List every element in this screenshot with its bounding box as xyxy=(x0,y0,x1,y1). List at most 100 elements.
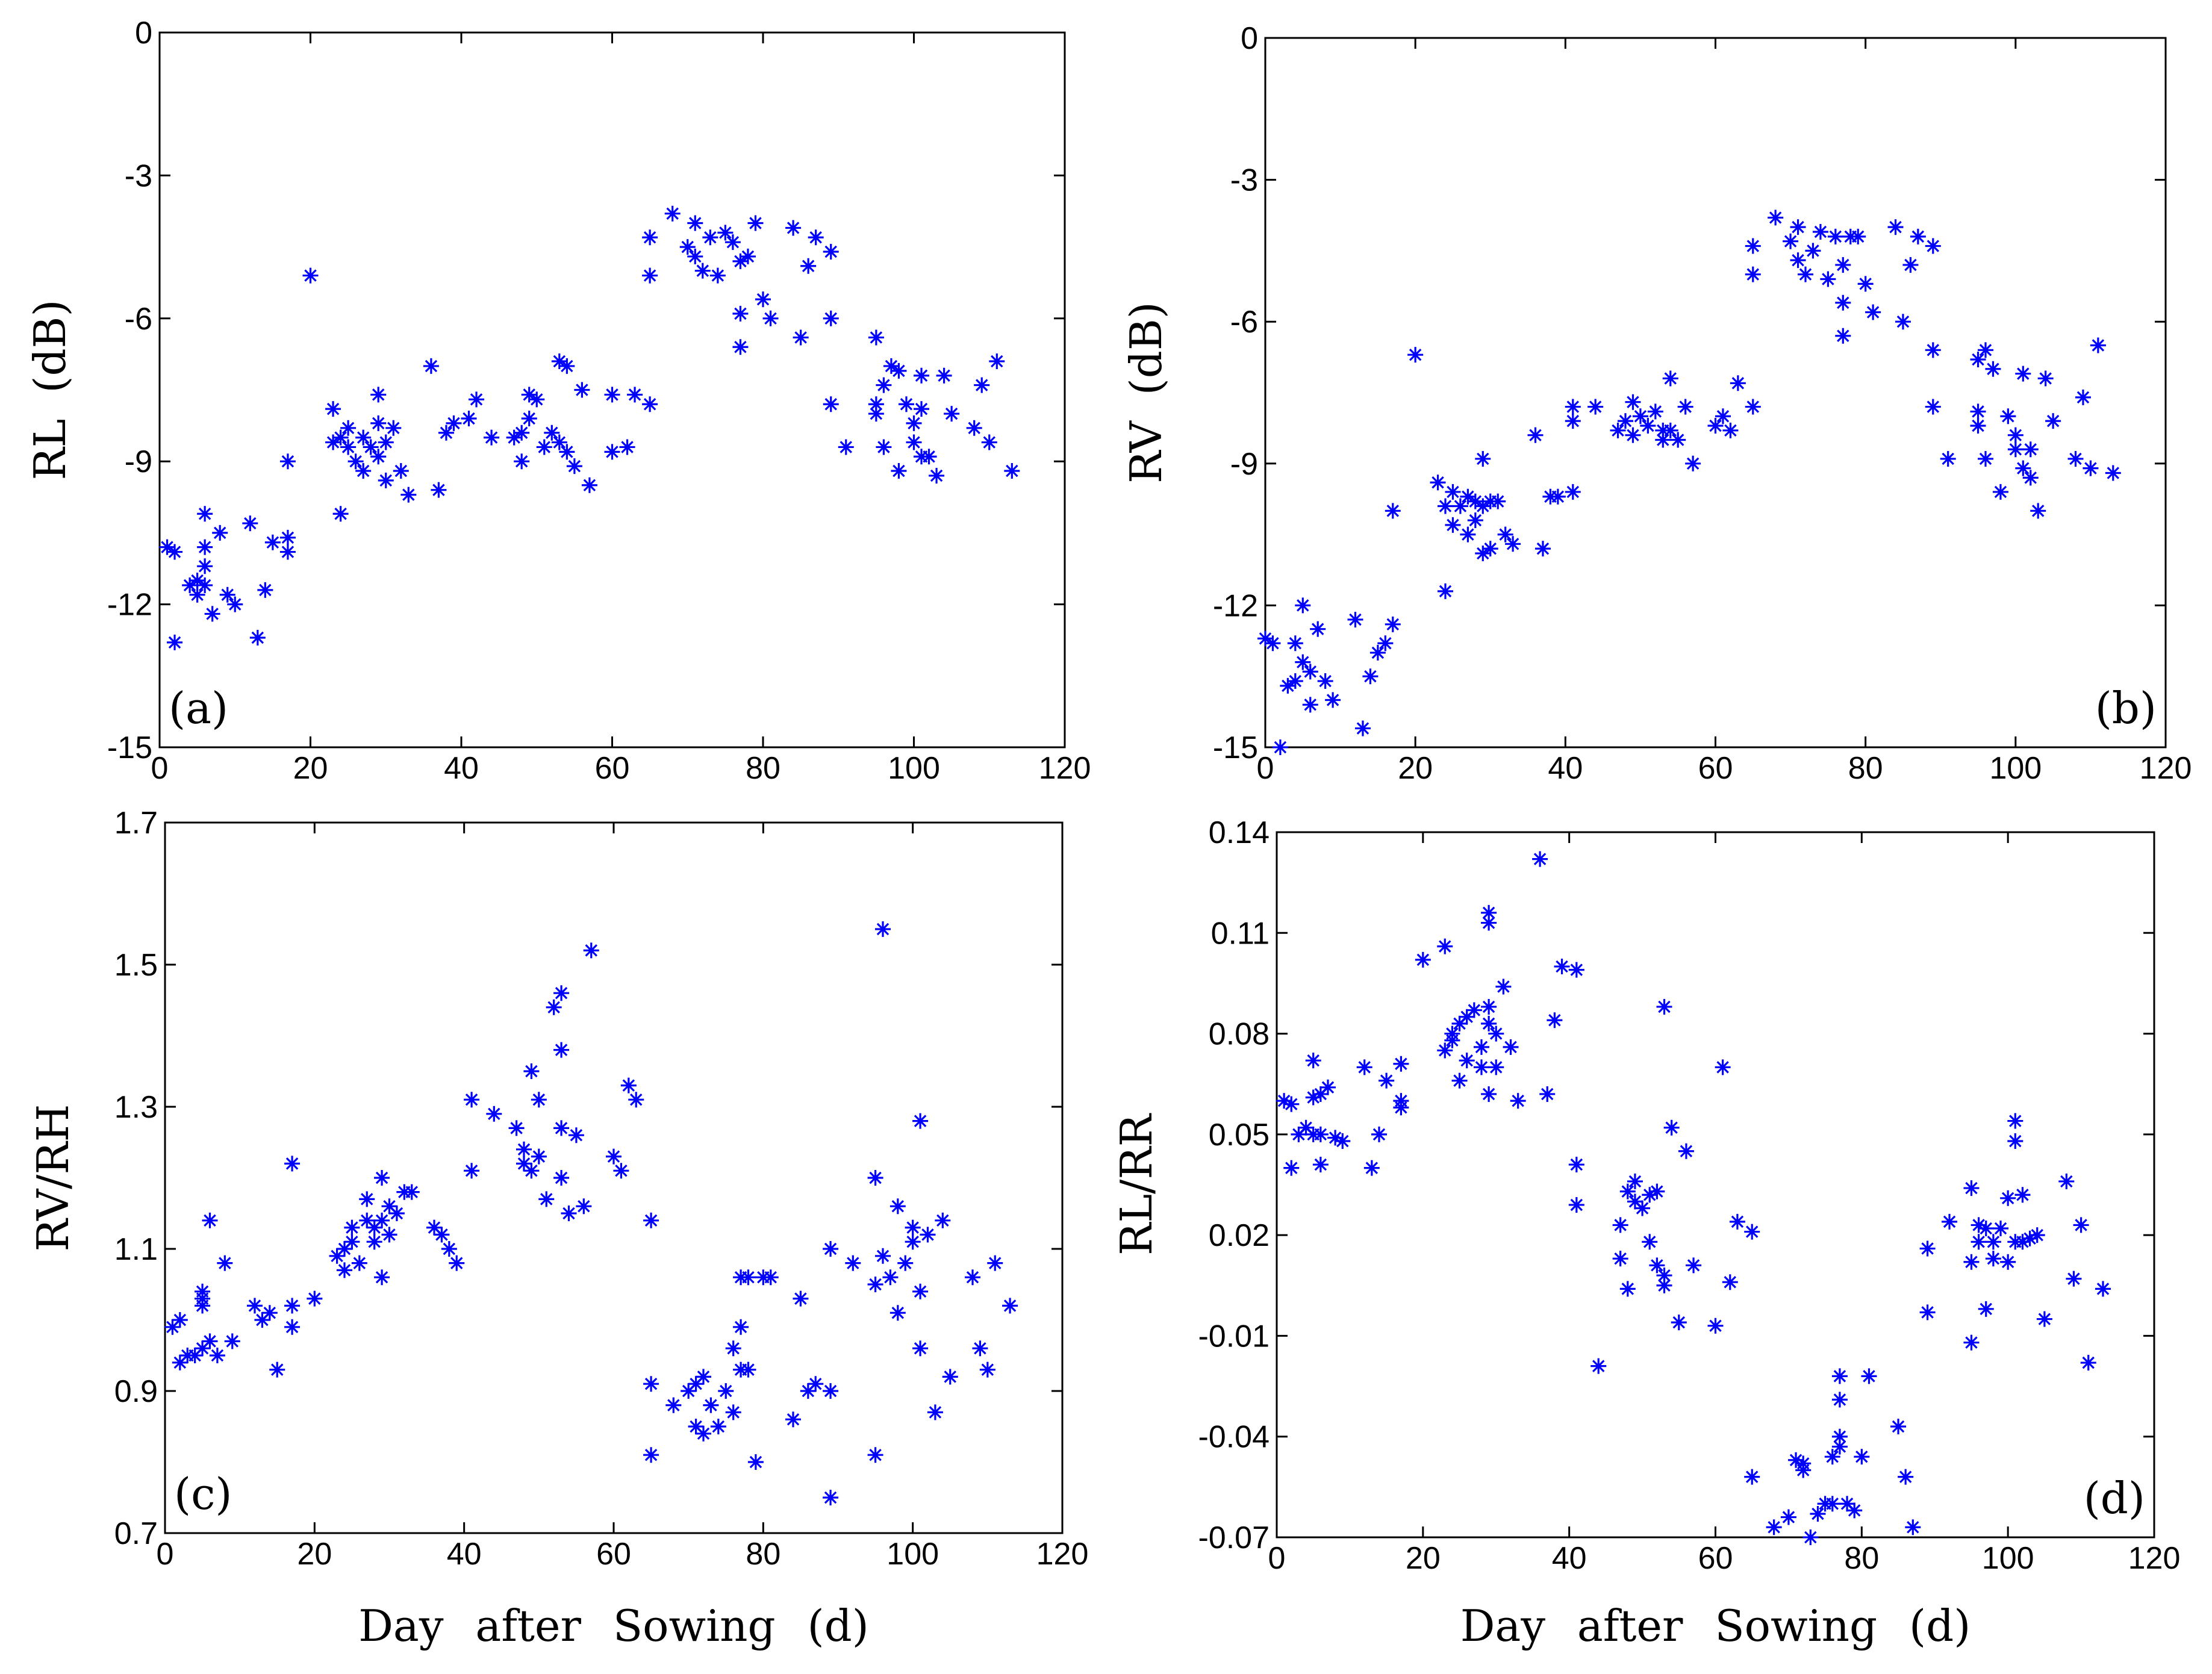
scatter-point xyxy=(800,258,817,274)
scatter-point xyxy=(531,1148,547,1165)
scatter-point xyxy=(1780,1509,1796,1525)
scatter-point xyxy=(665,1397,682,1413)
scatter-point xyxy=(604,444,620,460)
scatter-point xyxy=(164,1319,181,1335)
scatter-point xyxy=(1715,408,1731,425)
scatter-point xyxy=(1481,915,1497,931)
scatter-point xyxy=(385,420,402,436)
scatter-point xyxy=(1612,1217,1628,1233)
y-tick-label: -0.07 xyxy=(1198,1520,1270,1555)
scatter-point xyxy=(628,1092,644,1108)
scatter-point xyxy=(167,634,183,650)
scatter-point xyxy=(355,463,372,479)
scatter-point xyxy=(785,220,802,236)
scatter-point xyxy=(1002,1298,1018,1314)
scatter-point xyxy=(2036,1311,2052,1327)
scatter-point xyxy=(374,1269,390,1286)
scatter-point xyxy=(747,215,764,231)
scatter-point xyxy=(1430,475,1446,491)
scatter-point xyxy=(189,587,205,603)
scatter-point xyxy=(1612,1251,1628,1267)
plot-area xyxy=(164,821,1064,1534)
scatter-point xyxy=(212,524,228,541)
scatter-point xyxy=(897,1255,914,1271)
scatter-point xyxy=(965,1269,980,1286)
scatter-point xyxy=(1363,1160,1380,1176)
scatter-point xyxy=(2007,441,2024,458)
scatter-point xyxy=(1554,959,1570,975)
scatter-point xyxy=(1647,403,1663,420)
scatter-point xyxy=(905,1234,921,1250)
scatter-point xyxy=(1356,1059,1372,1075)
scatter-point xyxy=(284,1319,301,1335)
y-tick-label: -6 xyxy=(125,302,152,337)
scatter-point xyxy=(441,1241,457,1257)
scatter-point xyxy=(1729,1213,1745,1230)
scatter-point xyxy=(1835,328,1851,344)
scatter-point xyxy=(197,577,213,593)
scatter-point xyxy=(1985,361,2001,377)
y-tick-label: 0.05 xyxy=(1209,1118,1270,1153)
scatter-point xyxy=(1902,257,1919,273)
scatter-point xyxy=(340,420,357,436)
scatter-point xyxy=(370,387,387,403)
scatter-point xyxy=(1565,484,1581,500)
scatter-point xyxy=(1768,210,1784,226)
scatter-point xyxy=(1451,1072,1468,1089)
scatter-point xyxy=(516,1156,532,1172)
scatter-point xyxy=(403,1184,420,1200)
scatter-point xyxy=(329,1248,345,1264)
scatter-point xyxy=(1824,1496,1840,1512)
scatter-point xyxy=(936,367,952,384)
scatter-point xyxy=(2015,460,2031,476)
scatter-point xyxy=(469,391,485,408)
scatter-point xyxy=(1790,252,1806,269)
scatter-point xyxy=(217,1255,233,1271)
scatter-point xyxy=(351,1255,367,1271)
scatter-point xyxy=(1291,1126,1307,1142)
scatter-point xyxy=(1910,228,1926,244)
scatter-point xyxy=(1627,1173,1643,1189)
scatter-point xyxy=(325,434,341,450)
x-tick-label: 60 xyxy=(596,1537,631,1572)
scatter-point xyxy=(264,534,281,550)
scatter-point xyxy=(762,1269,779,1286)
scatter-point xyxy=(1618,413,1633,429)
scatter-point xyxy=(2095,1281,2111,1297)
y-tick-label: 1.3 xyxy=(114,1090,158,1125)
scatter-point xyxy=(393,463,409,479)
x-tick-label: 40 xyxy=(1548,751,1583,786)
scatter-point xyxy=(1835,257,1851,273)
scatter-point xyxy=(1978,1220,1994,1236)
scatter-point xyxy=(725,1404,741,1420)
scatter-point xyxy=(1475,498,1491,514)
y-tick-label: 0.08 xyxy=(1209,1017,1270,1052)
panel-label: (b) xyxy=(2095,683,2157,733)
scatter-point xyxy=(1942,1213,1958,1230)
scatter-point xyxy=(1788,1452,1804,1468)
scatter-point xyxy=(920,1227,936,1243)
scatter-point xyxy=(486,1106,502,1122)
scatter-point xyxy=(189,573,205,589)
scatter-point xyxy=(889,1305,906,1321)
scatter-point xyxy=(1835,294,1851,311)
y-tick-label: 0 xyxy=(1241,21,1258,56)
x-axis-label: Day after Sowing (d) xyxy=(358,1601,869,1651)
scatter-point xyxy=(1272,739,1288,755)
y-tick-label: 1.1 xyxy=(114,1232,158,1267)
scatter-point xyxy=(464,1092,480,1108)
scatter-point xyxy=(516,1141,532,1157)
scatter-point xyxy=(808,1376,824,1392)
scatter-point xyxy=(1627,1193,1643,1210)
panel-label: (d) xyxy=(2084,1473,2145,1523)
x-tick-label: 100 xyxy=(886,1537,939,1572)
scatter-point xyxy=(1445,484,1461,500)
scatter-point xyxy=(679,239,696,255)
scatter-point xyxy=(1385,616,1401,632)
scatter-point xyxy=(374,1170,390,1186)
scatter-point xyxy=(1744,1469,1760,1485)
scatter-point xyxy=(1634,1200,1651,1216)
scatter-point xyxy=(553,1170,570,1186)
scatter-point xyxy=(785,1411,801,1428)
